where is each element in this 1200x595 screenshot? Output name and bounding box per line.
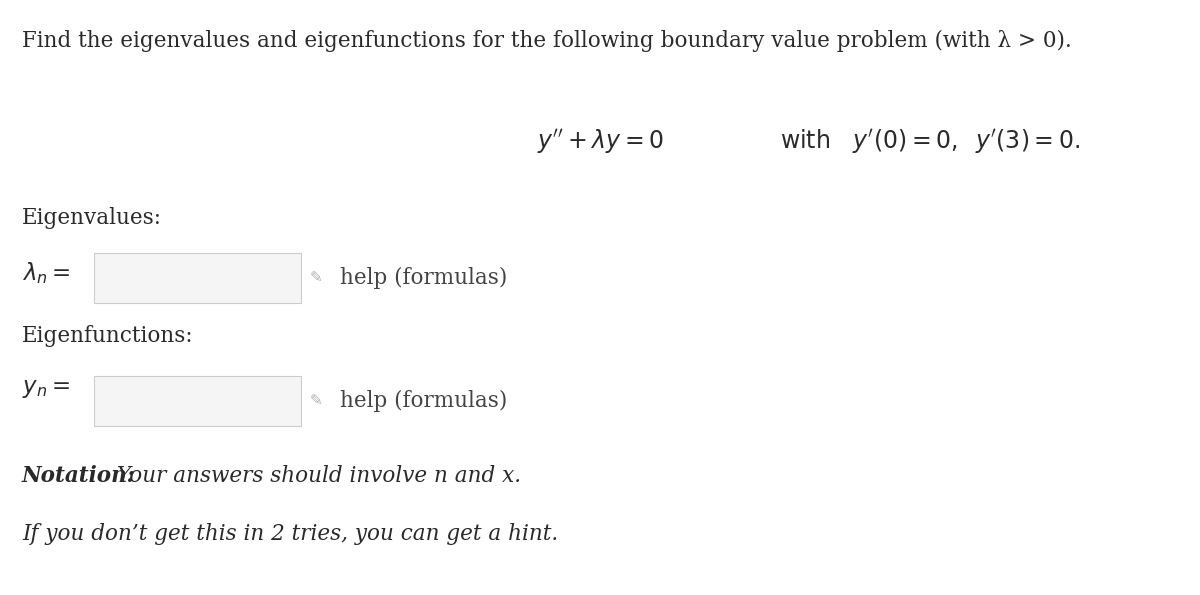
Text: Find the eigenvalues and eigenfunctions for the following boundary value problem: Find the eigenvalues and eigenfunctions … — [22, 30, 1072, 52]
Text: ✎: ✎ — [310, 393, 323, 409]
FancyBboxPatch shape — [94, 376, 301, 426]
Text: $y_n =$: $y_n =$ — [22, 377, 70, 400]
Text: Eigenfunctions:: Eigenfunctions: — [22, 325, 193, 347]
FancyBboxPatch shape — [94, 253, 301, 303]
Text: Your answers should involve n and x.: Your answers should involve n and x. — [110, 465, 521, 487]
Text: Notation:: Notation: — [22, 465, 136, 487]
Text: $\lambda_n =$: $\lambda_n =$ — [22, 260, 71, 286]
Text: help (formulas): help (formulas) — [340, 390, 508, 412]
Text: If you don’t get this in 2 tries, you can get a hint.: If you don’t get this in 2 tries, you ca… — [22, 523, 558, 545]
Text: help (formulas): help (formulas) — [340, 267, 508, 289]
Text: Eigenvalues:: Eigenvalues: — [22, 207, 162, 229]
Text: with   $y'(0) = 0,$$\;\;$$y'(3) = 0.$: with $y'(0) = 0,$$\;\;$$y'(3) = 0.$ — [780, 127, 1080, 156]
Text: ✎: ✎ — [310, 271, 323, 286]
Text: $y'' + \lambda y = 0$: $y'' + \lambda y = 0$ — [536, 127, 664, 156]
